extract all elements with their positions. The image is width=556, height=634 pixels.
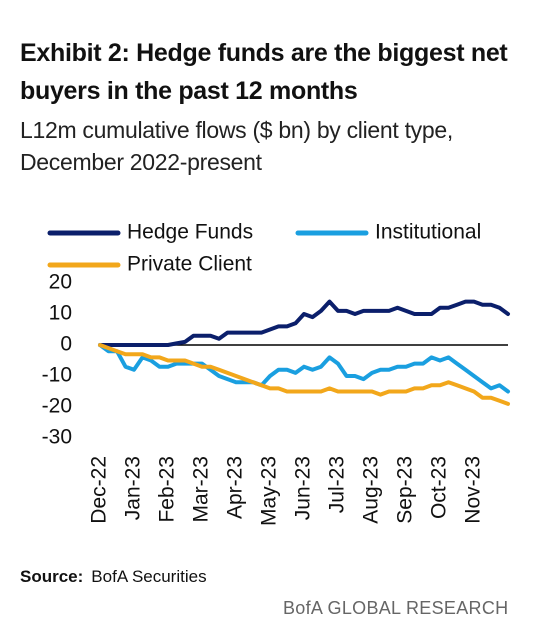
x-tick-label: Aug-23 xyxy=(360,456,383,524)
x-tick-label: May-23 xyxy=(258,456,281,526)
x-tick-label: Jul-23 xyxy=(326,456,349,513)
series-line xyxy=(98,343,510,406)
series-line xyxy=(98,343,510,394)
x-tick-label: Apr-23 xyxy=(224,456,247,519)
subtitle: L12m cumulative flows ($ bn) by client t… xyxy=(20,117,453,175)
x-tick-label: Jun-23 xyxy=(292,456,315,520)
y-tick-label: -20 xyxy=(42,395,72,418)
x-tick-label: Feb-23 xyxy=(156,456,179,523)
x-tick-label: Nov-23 xyxy=(462,456,485,524)
legend-label: Private Client xyxy=(127,253,252,276)
y-tick-label: -30 xyxy=(42,426,72,449)
y-tick-label: 20 xyxy=(49,271,72,294)
x-tick-label: Mar-23 xyxy=(190,456,213,523)
x-tick-label: Dec-22 xyxy=(88,456,111,524)
y-tick-label: 0 xyxy=(60,333,72,356)
x-tick-label: Oct-23 xyxy=(428,456,451,519)
source: Source: BofA Securities xyxy=(20,567,207,587)
legend-label: Hedge Funds xyxy=(127,221,253,244)
y-tick-label: 10 xyxy=(49,302,72,325)
footer: BofA GLOBAL RESEARCH xyxy=(283,598,509,618)
x-tick-label: Jan-23 xyxy=(122,456,145,520)
series-line xyxy=(98,299,510,347)
source-label: Source: xyxy=(20,567,84,586)
source-text: BofA Securities xyxy=(91,567,207,586)
legend-label: Institutional xyxy=(375,221,481,244)
x-tick-label: Sep-23 xyxy=(394,456,417,524)
y-tick-label: -10 xyxy=(42,364,72,387)
title: Exhibit 2: Hedge funds are the biggest n… xyxy=(20,39,508,105)
